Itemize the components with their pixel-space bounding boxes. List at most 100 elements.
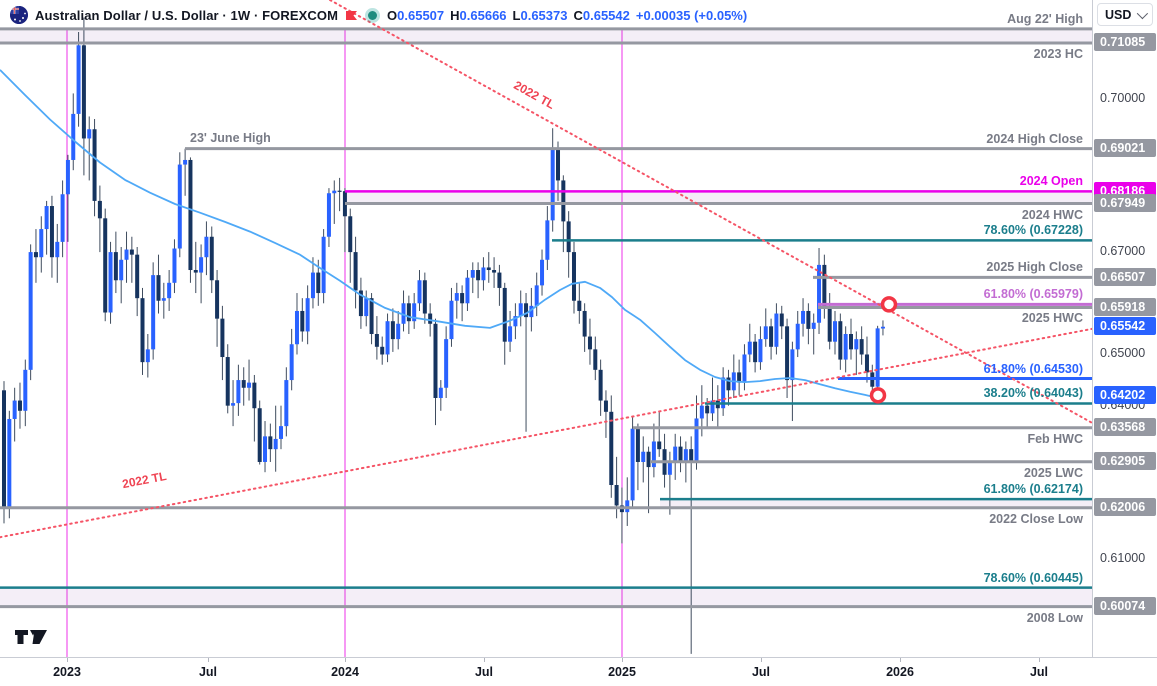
candle[interactable] (108, 252, 113, 313)
candle[interactable] (71, 113, 76, 160)
candle[interactable] (630, 428, 635, 501)
candle[interactable] (300, 310, 305, 332)
candle[interactable] (364, 298, 369, 317)
candle[interactable] (247, 382, 252, 388)
candle[interactable] (577, 300, 582, 311)
candle[interactable] (23, 369, 28, 411)
marker-circle[interactable] (880, 296, 898, 313)
price-axis-badge[interactable]: 0.63568 (1094, 418, 1156, 437)
candle[interactable] (843, 334, 848, 360)
candle[interactable] (556, 148, 561, 181)
candle[interactable] (172, 248, 177, 283)
candle[interactable] (848, 334, 853, 350)
candle[interactable] (161, 298, 166, 301)
candle[interactable] (2, 390, 6, 509)
candle[interactable] (87, 129, 92, 139)
price-axis[interactable]: USD 0.70000 0.67000 0.65000 0.64000 0.61000 0… (1092, 0, 1157, 657)
price-axis-badge[interactable]: 0.71085 (1094, 33, 1156, 52)
price-axis-badge[interactable]: 0.69021 (1094, 139, 1156, 158)
candle[interactable] (545, 220, 550, 260)
candle[interactable] (385, 321, 390, 355)
candle[interactable] (651, 441, 656, 468)
candle[interactable] (582, 310, 587, 337)
candle[interactable] (140, 298, 145, 363)
marker-circle[interactable] (869, 387, 887, 404)
candle[interactable] (257, 408, 262, 462)
candle[interactable] (806, 310, 811, 329)
candle[interactable] (231, 403, 236, 406)
candle[interactable] (513, 316, 518, 327)
candle[interactable] (268, 436, 273, 450)
candle[interactable] (305, 298, 310, 332)
candle[interactable] (571, 252, 576, 301)
candle[interactable] (12, 400, 17, 419)
currency-selector[interactable]: USD (1097, 3, 1153, 26)
candle[interactable] (49, 206, 54, 258)
candle[interactable] (236, 380, 241, 404)
candle[interactable] (188, 159, 193, 271)
candle[interactable] (667, 461, 672, 475)
candle[interactable] (838, 321, 843, 360)
candle[interactable] (103, 218, 108, 313)
candle[interactable] (774, 313, 779, 347)
candle[interactable] (657, 441, 662, 450)
trendline-dotted[interactable] (0, 327, 1093, 539)
candle[interactable] (81, 45, 86, 139)
candle[interactable] (497, 272, 502, 288)
candle[interactable] (534, 285, 539, 306)
candle[interactable] (753, 341, 758, 363)
candle[interactable] (460, 293, 465, 304)
candle[interactable] (124, 249, 129, 260)
candle[interactable] (332, 190, 337, 194)
time-tick-label[interactable]: Jul (1029, 665, 1049, 679)
candle[interactable] (758, 339, 763, 363)
candle[interactable] (587, 336, 592, 350)
price-axis-badge[interactable]: 0.66507 (1094, 267, 1156, 286)
candle[interactable] (209, 236, 214, 281)
candle[interactable] (790, 349, 795, 381)
candle[interactable] (28, 252, 33, 370)
candle[interactable] (529, 305, 534, 318)
candle[interactable] (481, 267, 486, 281)
candle[interactable] (390, 321, 395, 340)
candle[interactable] (854, 339, 859, 350)
candle[interactable] (289, 344, 294, 381)
candle[interactable] (689, 449, 694, 462)
candle[interactable] (742, 354, 747, 383)
candle[interactable] (449, 300, 454, 340)
candle[interactable] (502, 287, 507, 342)
candle[interactable] (156, 275, 161, 301)
candle[interactable] (183, 159, 188, 165)
candle[interactable] (598, 369, 603, 401)
candle[interactable] (518, 303, 523, 317)
time-tick-label[interactable]: 2024 (331, 665, 359, 679)
trendline-dotted[interactable] (329, 0, 1093, 424)
candle[interactable] (396, 323, 401, 340)
candle[interactable] (566, 221, 571, 253)
candle[interactable] (417, 280, 422, 304)
price-axis-badge[interactable]: 0.64202 (1094, 385, 1156, 404)
candle[interactable] (7, 418, 12, 509)
candle[interactable] (401, 303, 406, 324)
time-tick-label[interactable]: 2026 (886, 665, 914, 679)
candle[interactable] (369, 298, 374, 335)
candle[interactable] (609, 411, 614, 486)
candle[interactable] (380, 346, 385, 355)
candle[interactable] (486, 267, 491, 271)
candle[interactable] (492, 270, 497, 273)
candle[interactable] (864, 354, 869, 373)
candle[interactable] (540, 259, 545, 286)
candle[interactable] (406, 303, 411, 322)
candle[interactable] (646, 451, 651, 468)
candle[interactable] (252, 382, 257, 409)
candle[interactable] (833, 321, 838, 342)
candle[interactable] (769, 326, 774, 347)
candle[interactable] (353, 252, 358, 291)
candle[interactable] (678, 446, 683, 462)
candle[interactable] (199, 257, 204, 273)
candle[interactable] (593, 349, 598, 370)
candle[interactable] (817, 264, 822, 323)
candle[interactable] (92, 129, 97, 201)
candle[interactable] (310, 272, 315, 299)
